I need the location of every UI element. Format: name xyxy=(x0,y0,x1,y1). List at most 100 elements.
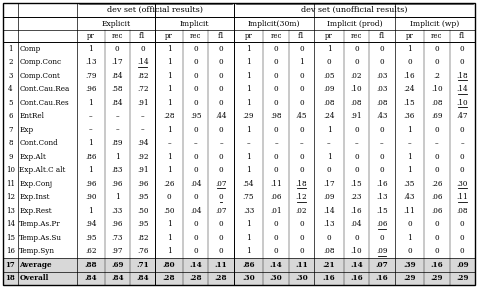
Text: .10: .10 xyxy=(351,247,362,255)
Text: .43: .43 xyxy=(376,112,388,120)
Text: .14: .14 xyxy=(456,85,468,93)
Text: .16: .16 xyxy=(350,274,363,282)
Text: –: – xyxy=(408,139,411,147)
Text: .18: .18 xyxy=(456,72,468,80)
Text: 1: 1 xyxy=(167,45,172,53)
Text: 5: 5 xyxy=(8,99,12,107)
Text: 0: 0 xyxy=(380,45,384,53)
Text: 0: 0 xyxy=(219,247,223,255)
Text: .26: .26 xyxy=(163,180,175,188)
Text: 0: 0 xyxy=(193,99,198,107)
Text: 0: 0 xyxy=(274,85,278,93)
Text: 1: 1 xyxy=(167,99,172,107)
Text: f1: f1 xyxy=(217,32,225,40)
Text: 0: 0 xyxy=(274,234,278,242)
Text: 0: 0 xyxy=(193,153,198,161)
Text: pr: pr xyxy=(87,32,95,40)
Text: Exp.Alt.C alt: Exp.Alt.C alt xyxy=(19,166,65,174)
Text: Average: Average xyxy=(19,261,52,269)
Text: .16: .16 xyxy=(431,261,443,269)
Text: rec: rec xyxy=(270,32,282,40)
Text: .82: .82 xyxy=(137,72,149,80)
Text: .10: .10 xyxy=(351,85,362,93)
Text: dev set (official results): dev set (official results) xyxy=(108,6,204,14)
Text: .54: .54 xyxy=(243,180,254,188)
Bar xyxy=(3,272,475,285)
Text: .16: .16 xyxy=(376,180,388,188)
Text: –: – xyxy=(89,112,93,120)
Text: 0: 0 xyxy=(460,153,465,161)
Text: 15: 15 xyxy=(6,234,15,242)
Text: Exp.Conj: Exp.Conj xyxy=(19,180,53,188)
Text: .14: .14 xyxy=(323,207,335,215)
Text: 0: 0 xyxy=(435,58,439,66)
Text: 0: 0 xyxy=(193,58,198,66)
Text: Exp.Inst: Exp.Inst xyxy=(19,193,50,201)
Text: .30: .30 xyxy=(456,180,468,188)
Text: 1: 1 xyxy=(299,58,304,66)
Text: 0: 0 xyxy=(219,45,223,53)
Text: .08: .08 xyxy=(456,207,468,215)
Text: 0: 0 xyxy=(299,85,304,93)
Text: .94: .94 xyxy=(137,139,149,147)
Text: Exp: Exp xyxy=(19,126,33,134)
Text: .62: .62 xyxy=(85,247,97,255)
Text: Comp.Conc: Comp.Conc xyxy=(19,58,62,66)
Text: .28: .28 xyxy=(189,274,202,282)
Text: .07: .07 xyxy=(215,207,227,215)
Text: –: – xyxy=(141,112,144,120)
Text: 1: 1 xyxy=(246,99,251,107)
Text: 0: 0 xyxy=(193,220,198,228)
Text: 0: 0 xyxy=(274,126,278,134)
Text: f1: f1 xyxy=(378,32,385,40)
Text: .15: .15 xyxy=(351,180,362,188)
Text: 0: 0 xyxy=(274,72,278,80)
Text: .39: .39 xyxy=(403,261,416,269)
Text: pr: pr xyxy=(405,32,413,40)
Text: .95: .95 xyxy=(137,193,149,201)
Text: .11: .11 xyxy=(215,261,228,269)
Text: .30: .30 xyxy=(270,274,282,282)
Text: 0: 0 xyxy=(219,220,223,228)
Text: 0: 0 xyxy=(354,58,359,66)
Text: 1: 1 xyxy=(326,126,331,134)
Text: .17: .17 xyxy=(323,180,335,188)
Text: .91: .91 xyxy=(351,112,362,120)
Text: 0: 0 xyxy=(274,99,278,107)
Text: 0: 0 xyxy=(299,153,304,161)
Text: 0: 0 xyxy=(193,234,198,242)
Text: 1: 1 xyxy=(246,220,251,228)
Text: .01: .01 xyxy=(270,207,282,215)
Text: .11: .11 xyxy=(403,207,415,215)
Text: .16: .16 xyxy=(323,274,335,282)
Text: .28: .28 xyxy=(215,274,227,282)
Text: 0: 0 xyxy=(460,166,465,174)
Text: –: – xyxy=(300,139,303,147)
Text: 0: 0 xyxy=(219,58,223,66)
Text: Implicit (prod): Implicit (prod) xyxy=(326,20,382,27)
Text: Comp: Comp xyxy=(19,45,41,53)
Text: .96: .96 xyxy=(111,220,123,228)
Text: 12: 12 xyxy=(6,193,15,201)
Text: 8: 8 xyxy=(8,139,12,147)
Text: 13: 13 xyxy=(6,207,15,215)
Text: 0: 0 xyxy=(219,166,223,174)
Text: 0: 0 xyxy=(274,58,278,66)
Text: 0: 0 xyxy=(460,234,465,242)
Text: Cont.Cau.Rea: Cont.Cau.Rea xyxy=(19,85,70,93)
Text: 0: 0 xyxy=(380,58,384,66)
Text: Cont.Cau.Res: Cont.Cau.Res xyxy=(19,99,69,107)
Text: 0: 0 xyxy=(354,45,359,53)
Text: .26: .26 xyxy=(431,180,443,188)
Text: .96: .96 xyxy=(111,180,123,188)
Text: rec: rec xyxy=(351,32,362,40)
Text: .82: .82 xyxy=(137,234,149,242)
Text: .06: .06 xyxy=(376,220,388,228)
Text: 3: 3 xyxy=(8,72,12,80)
Text: .86: .86 xyxy=(85,153,97,161)
Text: dev set (unofficial results): dev set (unofficial results) xyxy=(301,6,408,14)
Text: 1: 1 xyxy=(246,85,251,93)
Text: .24: .24 xyxy=(403,85,415,93)
Text: 0: 0 xyxy=(299,234,304,242)
Text: 4: 4 xyxy=(8,85,12,93)
